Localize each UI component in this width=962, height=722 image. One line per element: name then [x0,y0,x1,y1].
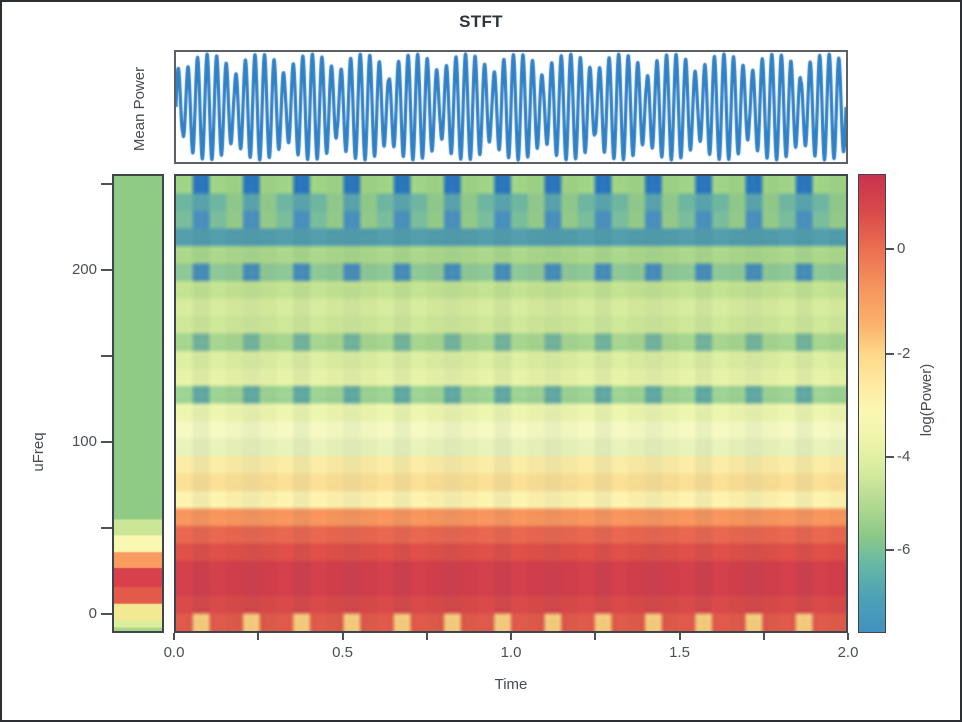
x-tick-mark [510,633,512,640]
x-tick-mark [425,633,428,640]
x-tick-label: 0.0 [163,644,185,661]
x-tick-mark [341,633,344,640]
colorbar-tick-mark [886,456,894,459]
chart-title: STFT [459,12,503,31]
colorbar-tick-mark [886,548,894,551]
signal-waveform [176,52,846,162]
y-tick-mark [101,269,112,272]
x-tick-mark [847,633,849,640]
y-tick-label: 0 [88,605,97,623]
x-tick-label: 2.0 [837,644,859,661]
signal-waveform-panel [174,50,848,164]
colorbar-tick-label: -2 [897,344,911,362]
y-tick-mark [101,355,112,358]
colorbar-tick-mark [886,247,894,250]
spectrogram-cells [176,176,846,631]
mean-power-heat-column [114,176,162,631]
x-axis-label: Time [494,676,528,693]
colorbar-tick-label: -4 [897,448,911,466]
x-tick-label: 0.5 [332,644,353,661]
y-axis-label: uFreq [30,432,47,472]
x-tick-mark [762,633,765,640]
mean-power-strip [112,174,164,633]
y-tick-mark [101,183,112,186]
mean-power-axis-label: Mean Power [131,66,148,152]
y-tick-mark [101,441,112,444]
colorbar-tick-mark [886,352,894,355]
colorbar-gradient [859,175,885,632]
x-tick-mark [173,633,175,640]
spectrogram-heatmap [174,174,848,633]
x-tick-label: 1.0 [500,644,522,661]
y-tick-label: 200 [71,261,97,279]
x-tick-label: 1.5 [669,644,690,661]
y-tick-mark [101,527,112,530]
colorbar-tick-label: -6 [897,540,911,558]
x-tick-mark [594,633,597,640]
colorbar [858,174,886,633]
x-tick-mark [257,633,260,640]
y-tick-mark [101,613,112,616]
x-tick-mark [678,633,681,640]
y-tick-label: 100 [71,433,97,451]
colorbar-tick-label: 0 [897,239,906,257]
